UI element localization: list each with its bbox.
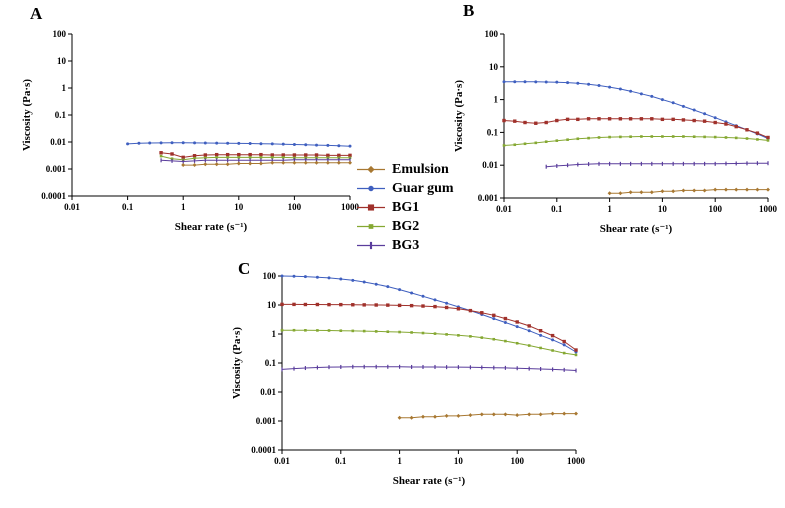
svg-text:1: 1 [62,83,67,93]
panel-c-label: C [238,259,251,278]
svg-text:1: 1 [397,456,402,466]
bg2-marker-icon [357,224,385,229]
svg-text:0.1: 0.1 [487,127,499,137]
svg-text:0.01: 0.01 [496,204,512,214]
svg-text:100: 100 [288,202,302,212]
svg-text:Viscosity (Pa·s): Viscosity (Pa·s) [231,327,243,399]
svg-text:0.1: 0.1 [265,358,277,368]
svg-text:0.0001: 0.0001 [251,445,276,455]
svg-text:0.001: 0.001 [46,164,67,174]
panel-a-chart: 0.01 0.1 1 10 100 1000 0.0001 0.001 0.01 0.1 1 10 10… [21,29,360,233]
svg-text:1: 1 [272,329,277,339]
guar-gum-marker-icon [357,185,385,192]
svg-text:0.001: 0.001 [478,193,499,203]
panel-b-chart: 0.01 0.1 1 10 100 10000.0010.010.1110100Shear… [453,29,778,235]
svg-text:0.1: 0.1 [551,204,563,214]
panel-b-label: B [463,1,475,20]
legend-label-guar-gum: Guar gum [392,180,454,196]
svg-text:1: 1 [181,202,186,212]
svg-text:0.01: 0.01 [482,160,498,170]
legend-item-emulsion: Emulsion [356,160,454,179]
svg-text:Shear rate (s⁻¹): Shear rate (s⁻¹) [175,221,248,233]
svg-text:100: 100 [708,204,722,214]
bg3-marker-icon [357,241,385,250]
svg-text:0.01: 0.01 [260,387,276,397]
legend-label-emulsion: Emulsion [392,161,449,177]
svg-text:0.001: 0.001 [256,416,277,426]
svg-text:1000: 1000 [759,204,778,214]
legend-item-bg3: BG3 [356,236,454,255]
svg-text:0.0001: 0.0001 [41,191,66,201]
svg-text:0.1: 0.1 [335,456,347,466]
emulsion-marker-icon [357,165,385,174]
panel-a-label: A [30,4,43,23]
legend-item-bg2: BG2 [356,217,454,236]
legend-label-bg2: BG2 [392,218,420,234]
svg-text:100: 100 [263,271,277,281]
svg-text:1: 1 [607,204,612,214]
svg-text:10: 10 [658,204,668,214]
svg-text:1000: 1000 [567,456,586,466]
legend: Emulsion Guar gum BG1 BG2 BG3 [356,160,454,255]
svg-text:0.01: 0.01 [274,456,290,466]
svg-text:10: 10 [57,56,67,66]
svg-text:Viscosity (Pa·s): Viscosity (Pa·s) [453,80,465,152]
svg-text:100: 100 [485,29,499,39]
svg-text:10: 10 [489,62,499,72]
legend-item-bg1: BG1 [356,198,454,217]
svg-text:0.1: 0.1 [55,110,67,120]
svg-text:100: 100 [53,29,67,39]
legend-label-bg3: BG3 [392,237,420,253]
svg-text:0.01: 0.01 [50,137,66,147]
svg-text:Shear rate (s⁻¹): Shear rate (s⁻¹) [600,223,673,235]
svg-text:0.1: 0.1 [122,202,134,212]
svg-text:0.01: 0.01 [64,202,80,212]
svg-text:10: 10 [234,202,244,212]
bg1-marker-icon [357,204,385,211]
legend-label-bg1: BG1 [392,199,420,215]
panel-c-chart: 0.01 0.1 1 10 100 1000 0.0001 0.001 0.01 0.1 1 10 10… [231,271,586,487]
svg-text:1000: 1000 [341,202,360,212]
svg-text:100: 100 [510,456,524,466]
svg-text:Shear rate (s⁻¹): Shear rate (s⁻¹) [393,475,466,487]
legend-item-guar-gum: Guar gum [356,179,454,198]
svg-text:1: 1 [494,95,499,105]
svg-text:10: 10 [267,300,277,310]
svg-text:Viscosity (Pa·s): Viscosity (Pa·s) [21,79,33,151]
svg-text:10: 10 [454,456,464,466]
